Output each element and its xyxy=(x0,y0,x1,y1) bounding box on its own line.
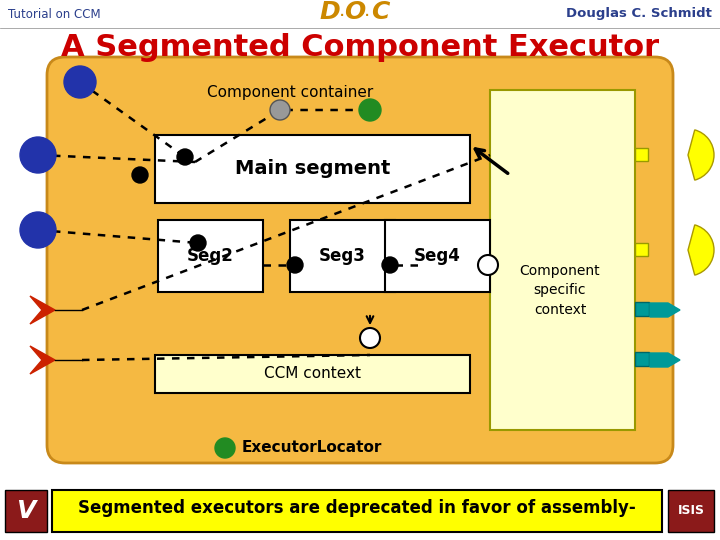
Text: CCM context: CCM context xyxy=(264,367,361,381)
Text: C: C xyxy=(371,0,390,24)
Wedge shape xyxy=(688,225,714,275)
Circle shape xyxy=(20,212,56,248)
Wedge shape xyxy=(688,130,714,180)
Text: Main segment: Main segment xyxy=(235,159,390,179)
Circle shape xyxy=(64,66,96,98)
Circle shape xyxy=(190,235,206,251)
FancyArrow shape xyxy=(650,353,680,367)
FancyBboxPatch shape xyxy=(490,90,635,430)
Text: ·: · xyxy=(364,6,370,25)
FancyBboxPatch shape xyxy=(635,148,648,161)
FancyBboxPatch shape xyxy=(635,302,649,316)
Circle shape xyxy=(270,100,290,120)
FancyBboxPatch shape xyxy=(635,243,648,256)
FancyBboxPatch shape xyxy=(155,135,470,203)
Text: V: V xyxy=(17,499,36,523)
FancyBboxPatch shape xyxy=(668,490,714,532)
FancyBboxPatch shape xyxy=(385,220,490,292)
Text: Component
specific
context: Component specific context xyxy=(520,264,600,316)
Circle shape xyxy=(177,149,193,165)
FancyBboxPatch shape xyxy=(158,220,263,292)
Text: O: O xyxy=(344,0,366,24)
FancyBboxPatch shape xyxy=(47,57,673,463)
Text: ·: · xyxy=(339,6,345,25)
Text: A Segmented Component Executor: A Segmented Component Executor xyxy=(61,33,659,63)
Circle shape xyxy=(287,257,303,273)
Circle shape xyxy=(360,328,380,348)
Text: Segmented executors are deprecated in favor of assembly-: Segmented executors are deprecated in fa… xyxy=(78,499,636,517)
Text: Seg2: Seg2 xyxy=(187,247,234,265)
Circle shape xyxy=(478,255,498,275)
Circle shape xyxy=(382,257,398,273)
FancyBboxPatch shape xyxy=(290,220,395,292)
FancyBboxPatch shape xyxy=(155,355,470,393)
Text: Seg4: Seg4 xyxy=(414,247,461,265)
Text: Tutorial on CCM: Tutorial on CCM xyxy=(8,8,101,21)
Polygon shape xyxy=(30,296,55,324)
FancyBboxPatch shape xyxy=(5,490,47,532)
Text: ExecutorLocator: ExecutorLocator xyxy=(242,441,382,456)
Polygon shape xyxy=(30,346,55,374)
FancyBboxPatch shape xyxy=(52,490,662,532)
Text: D: D xyxy=(320,0,341,24)
FancyArrow shape xyxy=(650,303,680,317)
Text: ISIS: ISIS xyxy=(678,504,704,517)
Circle shape xyxy=(20,137,56,173)
Text: Component container: Component container xyxy=(207,84,373,99)
Circle shape xyxy=(215,438,235,458)
Circle shape xyxy=(132,167,148,183)
Text: Seg3: Seg3 xyxy=(319,247,366,265)
Circle shape xyxy=(359,99,381,121)
FancyBboxPatch shape xyxy=(635,352,649,366)
Text: Douglas C. Schmidt: Douglas C. Schmidt xyxy=(566,8,712,21)
